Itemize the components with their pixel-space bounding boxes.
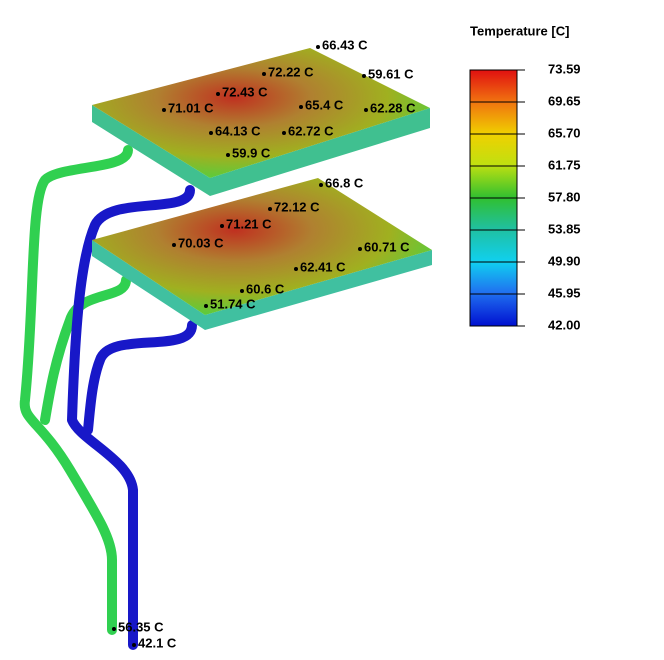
probe-label: 59.9 C: [232, 145, 271, 160]
legend-label: 69.65: [548, 93, 581, 108]
probe-marker: [282, 131, 286, 135]
plate-edge: [92, 240, 432, 330]
legend-ticks: 73.59 69.65 65.70 61.75 57.80 53.85 49.90 45.95…: [470, 61, 581, 332]
probe-label: 71.01 C: [168, 100, 214, 115]
pipe: [83, 320, 197, 435]
legend-label: 42.00: [548, 317, 581, 332]
probe-label: 72.12 C: [274, 199, 320, 214]
probe-marker: [319, 183, 323, 187]
probe-marker: [220, 224, 224, 228]
legend-label: 61.75: [548, 157, 581, 172]
probe-marker: [358, 247, 362, 251]
probe-marker: [132, 643, 136, 647]
probe-marker: [262, 72, 266, 76]
probe-label: 56.35 C: [118, 619, 164, 634]
probes: 66.43 C 72.22 C 59.61 C 72.43 C 71.01 C 65.4 …: [112, 37, 416, 650]
probe-marker: [226, 153, 230, 157]
probe-label: 60.71 C: [364, 239, 410, 254]
plate: [92, 178, 432, 315]
legend-label: 73.59: [548, 61, 581, 76]
probe-label: 66.43 C: [322, 37, 368, 52]
probe-label: 60.6 C: [246, 281, 285, 296]
pipe: [40, 275, 131, 425]
probe-marker: [209, 131, 213, 135]
legend-label: 57.80: [548, 189, 581, 204]
probe-marker: [294, 267, 298, 271]
probe-label: 65.4 C: [305, 97, 344, 112]
probe-marker: [240, 289, 244, 293]
probe-marker: [316, 45, 320, 49]
model: [19, 48, 432, 650]
legend-label: 65.70: [548, 125, 581, 140]
probe-marker: [112, 627, 116, 631]
probe-label: 62.41 C: [300, 259, 346, 274]
probe-label: 51.74 C: [210, 296, 256, 311]
probe-label: 72.22 C: [268, 64, 314, 79]
probe-label: 42.1 C: [138, 635, 177, 650]
pipe: [19, 145, 133, 635]
legend-label: 45.95: [548, 285, 581, 300]
legend-title: Temperature [C]: [470, 23, 569, 38]
probe-marker: [364, 108, 368, 112]
probe-label: 66.8 C: [325, 175, 364, 190]
probe-label: 62.28 C: [370, 100, 416, 115]
probe-marker: [204, 304, 208, 308]
probe-marker: [162, 108, 166, 112]
legend-label: 49.90: [548, 253, 581, 268]
probe-marker: [268, 207, 272, 211]
probe-marker: [362, 74, 366, 78]
probe-marker: [216, 92, 220, 96]
plate-edge: [92, 105, 430, 196]
plate: [92, 48, 430, 178]
probe-label: 70.03 C: [178, 235, 224, 250]
probe-marker: [299, 105, 303, 109]
pipe: [67, 185, 195, 650]
probe-marker: [172, 243, 176, 247]
probe-label: 72.43 C: [222, 84, 268, 99]
legend-label: 53.85: [548, 221, 581, 236]
probe-label: 64.13 C: [215, 123, 261, 138]
probe-label: 59.61 C: [368, 66, 414, 81]
probe-label: 62.72 C: [288, 123, 334, 138]
probe-label: 71.21 C: [226, 216, 272, 231]
